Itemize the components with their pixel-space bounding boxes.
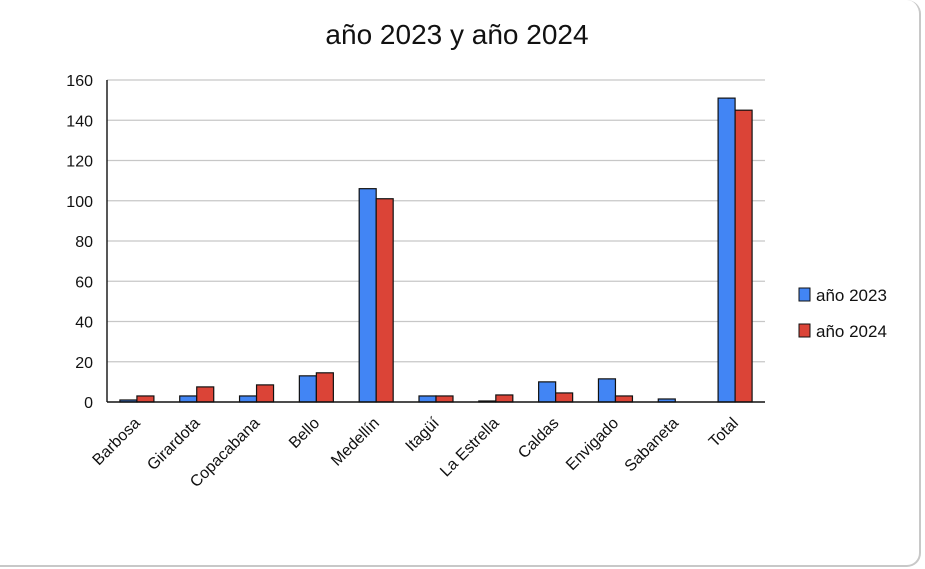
chart-title: año 2023 y año 2024	[325, 19, 588, 50]
bar-series-2	[555, 392, 574, 403]
y-tick-label: 20	[75, 355, 93, 372]
x-tick-label: La Estrella	[437, 415, 503, 481]
y-tick-label: 60	[75, 274, 93, 291]
y-tick-label: 40	[75, 315, 93, 332]
y-tick-label: 120	[66, 154, 93, 171]
gridlines	[107, 79, 765, 363]
bar-series-1	[418, 395, 437, 403]
y-tick-label: 0	[84, 395, 93, 412]
x-tick-label: Envigado	[563, 415, 622, 474]
bar-series-1	[298, 375, 317, 403]
bar-series-1	[179, 395, 198, 403]
axes	[106, 80, 765, 403]
y-tick-label: 140	[66, 113, 93, 130]
legend: año 2023 año 2024	[798, 286, 887, 341]
bar-series-2	[495, 394, 514, 403]
bars	[119, 97, 753, 403]
y-tick-label: 80	[75, 234, 93, 251]
bar-series-2	[196, 386, 215, 403]
x-tick-label: Medellín	[328, 415, 383, 470]
bar-series-1	[358, 188, 377, 403]
bar-series-1	[238, 395, 258, 403]
x-tick-label: Bello	[286, 415, 323, 452]
bar-series-2	[315, 372, 334, 403]
legend-label: año 2024	[816, 322, 887, 341]
bar-series-2	[136, 395, 155, 403]
y-tick-label: 100	[66, 194, 93, 211]
x-tick-label: Girardota	[144, 415, 203, 474]
x-tick-label: Barbosa	[90, 415, 144, 469]
legend-swatch	[798, 323, 811, 338]
bar-series-2	[255, 384, 275, 403]
bar-series-2	[734, 109, 753, 403]
x-tick-label: Total	[706, 415, 742, 451]
bar-series-1	[597, 378, 617, 403]
bar-series-1	[538, 381, 557, 403]
x-tick-label: Caldas	[515, 415, 562, 462]
bar-series-2	[375, 198, 394, 403]
y-tick-label: 160	[66, 73, 93, 90]
x-tick-label: Sabaneta	[622, 415, 683, 476]
legend-label: año 2023	[816, 286, 887, 305]
x-tick-label: Itagüí	[403, 414, 444, 455]
legend-swatch	[798, 287, 811, 302]
bar-series-2	[614, 395, 634, 403]
bar-series-2	[435, 395, 454, 403]
bar-series-1	[717, 97, 736, 403]
